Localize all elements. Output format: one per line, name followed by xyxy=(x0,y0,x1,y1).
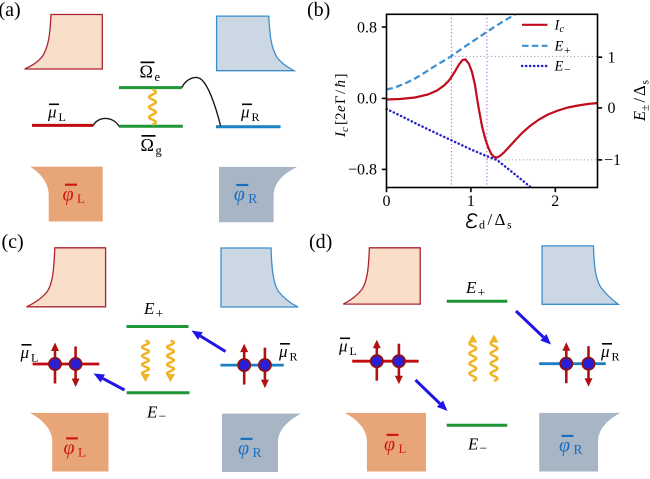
svg-text:Ω: Ω xyxy=(141,135,154,155)
svg-text:φ: φ xyxy=(559,435,570,457)
svg-text:Δ: Δ xyxy=(630,85,649,96)
svg-text:φ: φ xyxy=(234,184,245,206)
svg-text:μ: μ xyxy=(47,103,57,122)
svg-text:L: L xyxy=(350,344,357,358)
svg-text:−: − xyxy=(159,409,167,424)
svg-text:1: 1 xyxy=(608,50,616,67)
svg-text:R: R xyxy=(252,110,260,124)
svg-text:[2: [2 xyxy=(333,113,349,126)
svg-text:+: + xyxy=(564,45,571,57)
svg-text:R: R xyxy=(574,442,583,457)
svg-text:E: E xyxy=(630,111,649,122)
svg-text:L: L xyxy=(77,191,85,206)
svg-text:s: s xyxy=(507,218,512,232)
svg-text:(d): (d) xyxy=(309,231,332,253)
svg-text:2: 2 xyxy=(551,193,559,210)
svg-text:0.8: 0.8 xyxy=(357,19,377,36)
svg-text:μ: μ xyxy=(600,342,610,361)
svg-text:±: ± xyxy=(640,105,650,111)
svg-text:E: E xyxy=(554,38,564,54)
svg-text:(b): (b) xyxy=(307,0,330,21)
svg-text:R: R xyxy=(253,445,262,460)
svg-text:R: R xyxy=(612,350,620,364)
svg-text:c: c xyxy=(339,127,351,132)
svg-text:+: + xyxy=(156,306,164,321)
svg-text:e: e xyxy=(333,105,349,112)
svg-text:E: E xyxy=(146,403,158,422)
svg-text:/: / xyxy=(488,210,493,229)
svg-text:1: 1 xyxy=(467,193,475,210)
svg-text:−1: −1 xyxy=(604,152,621,169)
svg-text:E: E xyxy=(143,299,155,318)
svg-text:φ: φ xyxy=(64,437,75,459)
svg-text:φ: φ xyxy=(384,434,395,456)
svg-text:L: L xyxy=(31,351,38,365)
svg-text:R: R xyxy=(290,350,298,364)
svg-text:E: E xyxy=(554,59,564,75)
svg-text:μ: μ xyxy=(278,342,288,361)
svg-text:Δ: Δ xyxy=(495,210,506,229)
svg-text:s: s xyxy=(640,80,650,85)
svg-text:μ: μ xyxy=(338,337,348,356)
svg-text:0.0: 0.0 xyxy=(357,91,377,108)
svg-text:−: − xyxy=(480,441,488,456)
svg-text:μ: μ xyxy=(240,103,250,122)
svg-text:L: L xyxy=(59,110,66,124)
svg-text:φ: φ xyxy=(238,438,249,460)
svg-text:E: E xyxy=(465,278,477,297)
svg-text:c: c xyxy=(560,24,565,35)
svg-text:L: L xyxy=(78,445,86,460)
svg-text:0: 0 xyxy=(383,193,391,210)
svg-text:E: E xyxy=(467,435,479,454)
svg-text:Ω: Ω xyxy=(140,62,153,82)
svg-text:φ: φ xyxy=(63,184,74,206)
svg-text:0: 0 xyxy=(608,100,616,117)
svg-text:]: ] xyxy=(333,74,349,79)
svg-text:μ: μ xyxy=(20,343,30,362)
svg-text:(c): (c) xyxy=(2,231,24,253)
svg-text:+: + xyxy=(478,285,486,300)
svg-text:−0.8: −0.8 xyxy=(348,162,377,179)
svg-text:L: L xyxy=(399,441,407,456)
svg-text:Γ: Γ xyxy=(333,95,349,104)
svg-text:d: d xyxy=(479,218,485,232)
svg-text:ħ: ħ xyxy=(333,80,349,88)
svg-text:−: − xyxy=(564,65,571,77)
svg-text:g: g xyxy=(156,144,163,158)
svg-text:e: e xyxy=(155,70,161,84)
svg-text:/: / xyxy=(630,98,649,103)
svg-text:(a): (a) xyxy=(0,0,21,21)
svg-text:R: R xyxy=(248,191,257,206)
